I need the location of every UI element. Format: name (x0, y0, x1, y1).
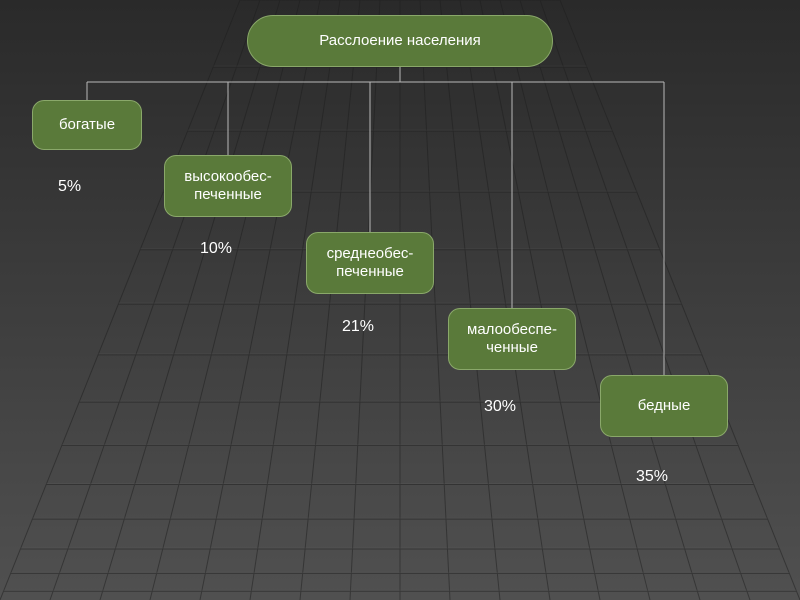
node-label: высокообес- печенные (184, 168, 271, 204)
node-label: Расслоение населения (319, 32, 480, 50)
pct-label-n5: 35% (636, 468, 668, 486)
pct-label-n2: 10% (200, 240, 232, 258)
node-label: богатые (59, 116, 115, 134)
node-label: бедные (638, 397, 691, 415)
child-node-n5: бедные (600, 375, 728, 437)
node-label: малообеспе- ченные (467, 321, 557, 357)
child-node-n3: среднеобес- печенные (306, 232, 434, 294)
node-label: среднеобес- печенные (327, 245, 414, 281)
pct-label-n1: 5% (58, 178, 81, 196)
pct-label-n4: 30% (484, 398, 516, 416)
pct-label-n3: 21% (342, 318, 374, 336)
background-grid (0, 0, 800, 600)
child-node-n1: богатые (32, 100, 142, 150)
diagram-stage: Расслоение населения богатые высокообес- п… (0, 0, 800, 600)
child-node-n2: высокообес- печенные (164, 155, 292, 217)
root-node: Расслоение населения (247, 15, 553, 67)
child-node-n4: малообеспе- ченные (448, 308, 576, 370)
